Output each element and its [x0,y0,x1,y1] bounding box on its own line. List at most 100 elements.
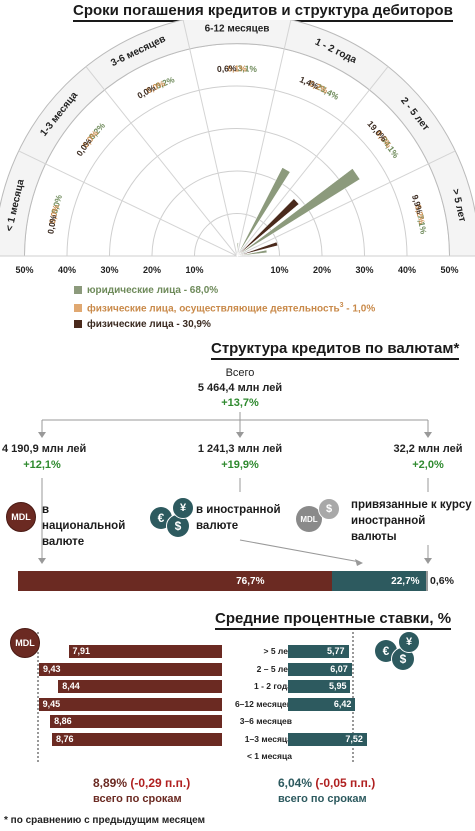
group-national-desc: в национальной валюте [42,504,126,548]
rate-value-label: 8,76 [56,733,74,744]
rate-category-label: 3–6 месяцев [239,716,292,726]
mdl-summary: 8,89% (-0,29 п.п.) [93,776,190,790]
rate-bar-fx: 7,52 [288,732,367,747]
rate-value-label: 8,86 [54,716,72,726]
rate-value-label: 5,77 [327,646,345,656]
yen-coin-icon: ¥ [172,497,194,519]
sector-divider [182,20,238,257]
fx-summary-value: 6,04% [278,776,313,790]
category-label: 6-12 месяцев [205,23,270,34]
total-label: Всего [225,367,255,379]
group-indexed-value: 32,2 млн лей [393,443,463,455]
group-foreign-desc: в иностранной валюте [196,504,281,532]
legend-label-tail: - 1,0% [343,303,376,315]
rate-value-label: 7,91 [72,646,91,656]
rate-value-label: 6,07 [330,663,348,674]
mdl-summary-value: 8,89% [93,776,128,790]
series-bar [236,198,300,257]
rate-value-label: 6,42 [333,698,352,709]
series-bar [236,242,239,257]
series-bar [236,167,291,257]
axis-tick-label: 10% [270,265,288,275]
group-indexed-desc: привязанные к курсу иностранной валюты [351,499,472,543]
series-bar [236,249,268,257]
value-label: 0,0% [47,203,61,225]
legend-label: юридические лица - 68,0% [87,285,219,296]
axis-tick-label: 20% [143,265,161,275]
dollar-gray-coin-icon: $ [318,498,340,520]
rate-category-label: < 1 месяца [246,751,292,761]
share-bar-segment: 76,7% [18,571,333,591]
sector-divider [236,66,389,257]
rate-category-label: 1 - 2 года [253,681,292,691]
value-label: 0,1% [227,63,247,73]
group-national-value: 4 190,9 млн лей [2,443,87,455]
footnote: * по сравнению с предыдущим месяцем [4,815,206,826]
rate-category-label: 6–12 месяцев [234,698,292,709]
series-bar [236,241,279,257]
legend-item-individuals: физические лица - 30,9% [74,319,211,330]
value-label: 0,2% [413,204,427,226]
legend-swatch [74,320,82,328]
rate-bar-mdl: 8,86 [50,715,222,729]
series-bar [236,250,240,257]
rate-bar-mdl: 8,76 [52,732,222,747]
yen-coin-icon: ¥ [398,631,420,653]
mdl-coin-icon: MDL [6,502,36,532]
legend-swatch [74,286,82,294]
interest-rates-title: Средние процентные ставки, % [215,610,452,630]
category-band [0,20,475,257]
mdl-summary-caption: всего по срокам [93,793,182,805]
axis-tick-label: 50% [15,265,33,275]
mdl-summary-change: (-0,29 п.п.) [130,776,191,790]
group-indexed-change: +2,0% [412,459,444,471]
legend-item-entrepreneurs: физические лица, осуществляющие деятельн… [74,302,375,314]
axis-tick-label: 20% [313,265,331,275]
rate-bar-mdl: 8,44 [58,680,222,694]
share-bar-segment [425,571,428,591]
sector-divider [236,150,456,257]
sector-divider [236,20,292,257]
rate-bar-mdl: 9,45 [38,697,222,712]
rate-bar-mdl: 9,43 [39,662,222,677]
axis-tick-label: 40% [398,265,416,275]
rate-value-label: 9,43 [43,663,61,674]
grid-ring [66,85,408,257]
group-foreign-change: +19,9% [221,459,259,471]
grid-ring [151,170,323,257]
rate-bar-fx: 6,07 [288,662,352,677]
rate-value-label: 7,52 [345,733,363,744]
fx-summary-caption: всего по срокам [278,793,367,805]
rate-bar-fx: 5,95 [288,680,351,694]
mdl-coin-icon: MDL [10,628,40,658]
rate-category-label: > 5 лет [263,646,292,656]
mdl-gray-coin-icon: MDL [296,506,322,532]
value-label: 7,1% [416,214,429,235]
total-change: +13,7% [221,397,259,409]
axis-tick-label: 30% [100,265,118,275]
rate-category-label: 2 – 5 лет [256,663,292,674]
share-bar-label: 22,7% [391,575,420,587]
axis-tick-label: 10% [185,265,203,275]
sector-divider [18,150,238,257]
fx-summary: 6,04% (-0,05 п.п.) [278,776,375,790]
grid-ring [109,128,365,257]
axis-tick-label: 40% [58,265,76,275]
rate-value-label: 8,44 [62,681,80,691]
rate-value-label: 9,45 [42,698,61,709]
group-foreign-value: 1 241,3 млн лей [197,443,283,455]
legend-item-legal: юридические лица - 68,0% [74,285,218,296]
rate-bar-fx: 5,77 [288,645,349,659]
share-bar-label: 0,6% [430,575,454,587]
series-bar [236,168,361,257]
rate-value-label: 5,95 [328,681,347,691]
share-bar-label: 76,7% [236,575,265,587]
value-label: 0,0% [45,214,58,235]
legend-label: физические лица, осуществляющие деятельн… [87,303,340,315]
legend-label: физические лица - 30,9% [87,319,211,330]
axis-tick-label: 50% [440,265,458,275]
group-national-change: +12,1% [23,459,61,471]
value-label: 3,1% [237,63,257,74]
